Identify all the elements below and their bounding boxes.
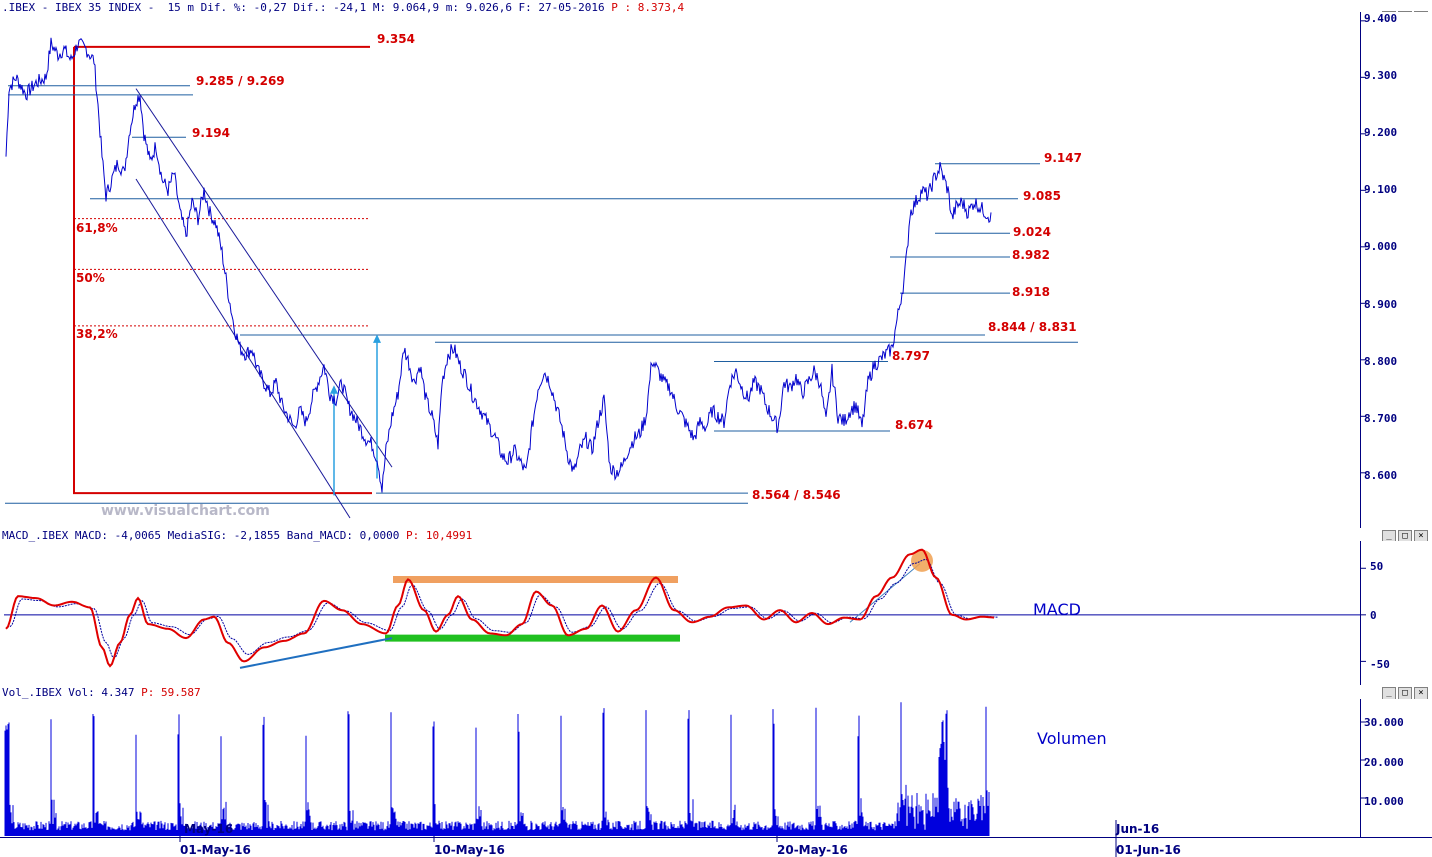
level-label: 8.918	[1012, 285, 1050, 299]
macd-y-tick: -50	[1370, 658, 1390, 671]
level-label: 8.564 / 8.546	[752, 488, 841, 502]
retracement-box	[73, 46, 372, 495]
macd-y-tick: 0	[1370, 609, 1377, 622]
x-tick-label: 01-Jun-16	[1116, 843, 1181, 857]
volume-bars	[4, 702, 990, 836]
price-y-tick: 8.800	[1364, 355, 1398, 368]
price-y-tick: 8.700	[1364, 412, 1398, 425]
volume-panel: Vol_.IBEX Vol: 4.347 P: 59.587 _ □ ×	[0, 685, 1432, 838]
channel-line	[135, 88, 393, 468]
macd-header-p: P: 10,4991	[399, 529, 473, 542]
macd-window-buttons: _ □ ×	[1382, 530, 1428, 543]
x-tick-label: 20-May-16	[777, 843, 848, 857]
price-header-p: P : 8.373,4	[604, 1, 685, 14]
macd-minimize-button[interactable]: _	[1382, 530, 1396, 543]
volume-panel-label: Volumen	[1037, 729, 1107, 748]
volume-header-p: P: 59.587	[134, 686, 201, 699]
arrow-head	[373, 334, 381, 343]
fib-label: 38,2%	[76, 327, 118, 341]
macd-line	[5, 548, 995, 668]
price-y-tick: 9.200	[1364, 126, 1398, 139]
level-label: 8.674	[895, 418, 933, 432]
price-series-line	[5, 37, 992, 493]
macd-y-tick: 50	[1370, 560, 1384, 573]
price-y-tick: 8.900	[1364, 298, 1398, 311]
volume-maximize-button[interactable]: □	[1398, 687, 1412, 700]
macd-signal-line	[9, 558, 999, 660]
macd-close-button[interactable]: ×	[1414, 530, 1428, 543]
x-extra-label: May-16	[184, 822, 234, 836]
volume-y-tick: 30.000	[1364, 716, 1404, 729]
price-y-tick: 8.600	[1364, 469, 1398, 482]
price-y-tick: 9.100	[1364, 183, 1398, 196]
price-y-axis	[1360, 12, 1432, 528]
level-label: 9.194	[192, 126, 230, 140]
price-y-tick: 9.000	[1364, 240, 1398, 253]
volume-header: Vol_.IBEX Vol: 4.347 P: 59.587	[2, 686, 201, 699]
level-label: 8.982	[1012, 248, 1050, 262]
level-label: 9.024	[1013, 225, 1051, 239]
price-y-tick: 9.300	[1364, 69, 1398, 82]
volume-minimize-button[interactable]: _	[1382, 687, 1396, 700]
level-label: 9.285 / 9.269	[196, 74, 285, 88]
volume-y-tick: 20.000	[1364, 756, 1404, 769]
watermark: www.visualchart.com	[101, 503, 270, 519]
x-tick-label: 10-May-16	[434, 843, 505, 857]
fib-label: 50%	[76, 271, 105, 285]
macd-y-axis	[1360, 541, 1432, 685]
price-header: .IBEX - IBEX 35 INDEX - 15 m Dif. %: -0,…	[2, 1, 684, 14]
price-header-text: .IBEX - IBEX 35 INDEX - 15 m Dif. %: -0,…	[2, 1, 605, 14]
channel-line	[135, 178, 351, 519]
volume-y-tick: 10.000	[1364, 795, 1404, 808]
x-tick-label: 01-May-16	[180, 843, 251, 857]
level-label: 8.797	[892, 349, 930, 363]
macd-header: MACD_.IBEX MACD: -4,0065 MediaSIG: -2,18…	[2, 529, 472, 542]
x-extra-label: Jun-16	[1116, 822, 1160, 836]
macd-panel: MACD_.IBEX MACD: -4,0065 MediaSIG: -2,18…	[0, 528, 1432, 686]
level-label: 9.085	[1023, 189, 1061, 203]
macd-trendline	[239, 637, 393, 669]
level-label: 8.844 / 8.831	[988, 320, 1077, 334]
macd-trendline	[849, 563, 921, 623]
fib-label: 61,8%	[76, 221, 118, 235]
level-label: 9.354	[377, 32, 415, 46]
volume-y-axis	[1360, 699, 1432, 837]
price-y-tick: 9.400	[1364, 12, 1398, 25]
volume-header-text: Vol_.IBEX Vol: 4.347	[2, 686, 135, 699]
macd-panel-label: MACD	[1033, 600, 1081, 619]
price-panel: .IBEX - IBEX 35 INDEX - 15 m Dif. %: -0,…	[0, 0, 1432, 529]
level-label: 9.147	[1044, 151, 1082, 165]
arrow-head	[330, 385, 338, 394]
macd-header-text: MACD_.IBEX MACD: -4,0065 MediaSIG: -2,18…	[2, 529, 400, 542]
volume-window-buttons: _ □ ×	[1382, 687, 1428, 700]
